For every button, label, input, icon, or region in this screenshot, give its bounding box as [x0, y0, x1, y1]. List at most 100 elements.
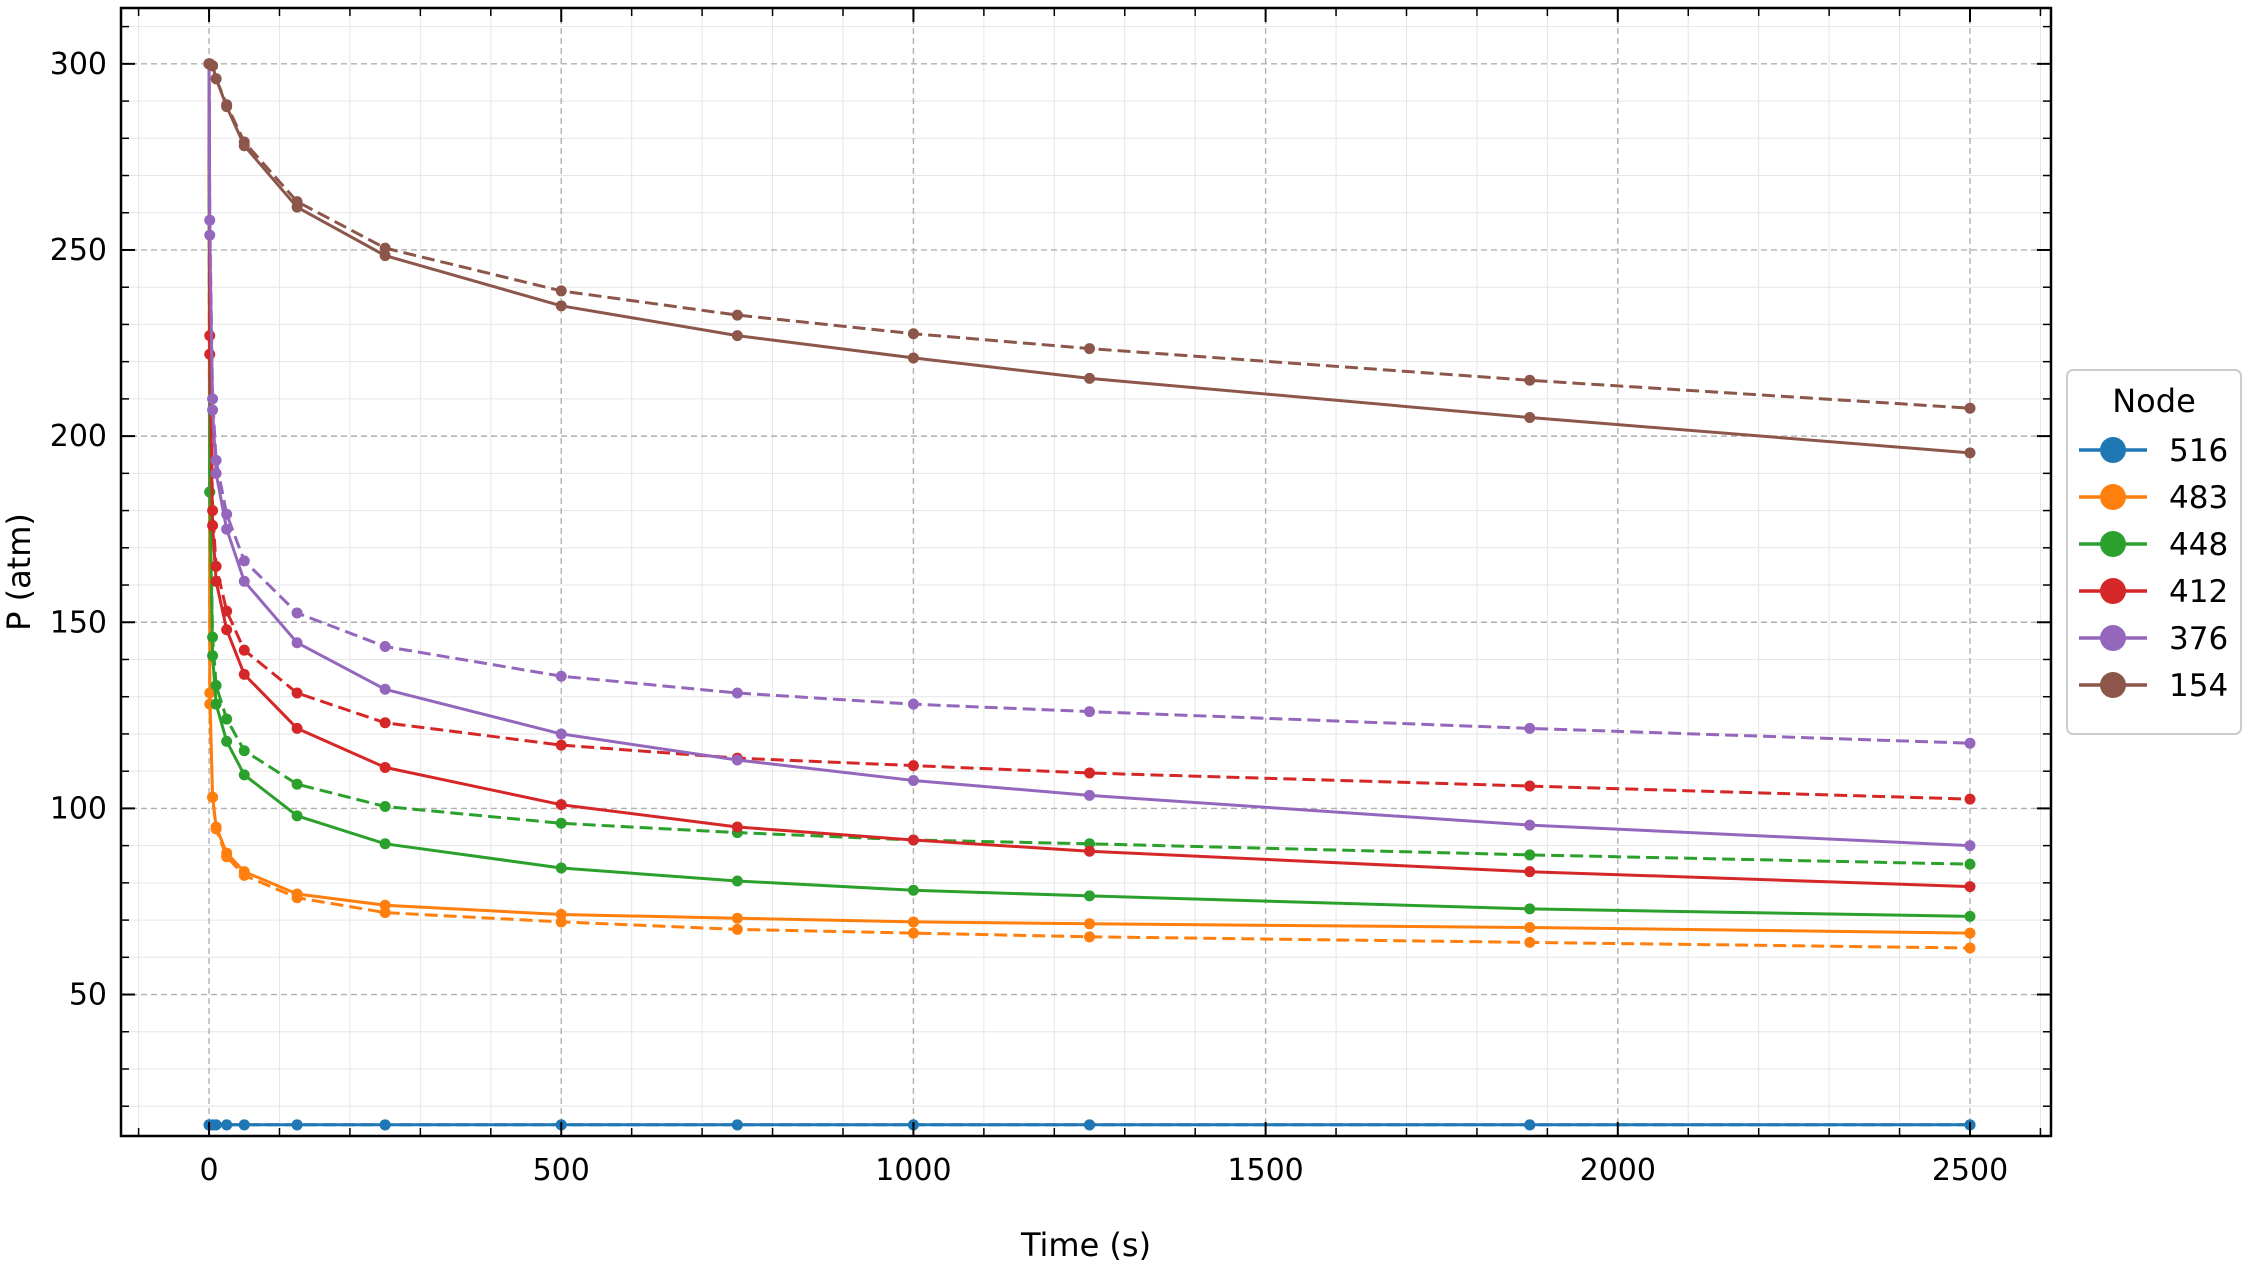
- legend-label: 154: [2169, 668, 2228, 704]
- x-tick-label: 500: [533, 1153, 590, 1188]
- series-line: [207, 63, 1971, 801]
- legend-item: 483: [2079, 480, 2228, 516]
- data-point: [221, 99, 233, 111]
- series-line: [207, 63, 1971, 889]
- data-point: [1524, 412, 1536, 424]
- legend: Node 516 483 448 412 376 154: [2066, 369, 2242, 735]
- data-point: [291, 637, 303, 649]
- series-line: [207, 63, 1971, 935]
- series-group: [203, 58, 1976, 1131]
- grid: [121, 8, 2051, 1136]
- data-point: [379, 801, 391, 813]
- data-point: [555, 300, 567, 312]
- series-line: [207, 63, 1971, 950]
- series-412-solid: [203, 58, 1976, 893]
- data-point: [221, 624, 233, 636]
- legend-marker: [2100, 625, 2126, 651]
- data-point: [731, 309, 743, 321]
- data-point: [221, 851, 233, 863]
- y-tick-label: 300: [50, 47, 107, 82]
- data-point: [221, 713, 233, 725]
- x-tick-label: 1000: [875, 1153, 951, 1188]
- legend-marker: [2100, 578, 2126, 604]
- legend-label: 376: [2169, 621, 2228, 657]
- data-point: [238, 555, 250, 567]
- series-dashed-dashed: [203, 58, 1976, 870]
- data-point: [555, 728, 567, 740]
- data-point: [207, 393, 219, 405]
- data-point: [731, 821, 743, 833]
- axis-ticks: [121, 8, 2051, 1136]
- data-point: [1084, 1119, 1096, 1131]
- data-point: [291, 1119, 303, 1131]
- data-point: [210, 1119, 222, 1131]
- data-point: [555, 916, 567, 928]
- y-tick-label: 50: [69, 978, 107, 1013]
- data-point: [731, 875, 743, 887]
- series-line: [207, 63, 1971, 866]
- data-point: [207, 631, 219, 643]
- data-point: [555, 285, 567, 297]
- y-tick-labels: 50 100 150 200 250 300: [50, 47, 107, 1013]
- data-point: [204, 330, 216, 342]
- data-point: [221, 735, 233, 747]
- data-point: [238, 575, 250, 587]
- data-point: [291, 687, 303, 699]
- data-point: [907, 698, 919, 710]
- legend-items: 516 483 448 412 376 154: [2079, 433, 2228, 704]
- x-tick-label: 1500: [1227, 1153, 1303, 1188]
- data-point: [907, 834, 919, 846]
- data-point: [907, 328, 919, 340]
- data-point: [1524, 780, 1536, 792]
- data-point: [1964, 881, 1976, 893]
- data-point: [1524, 819, 1536, 831]
- series-line: [207, 63, 1971, 745]
- x-tick-label: 0: [200, 1153, 219, 1188]
- data-point: [1084, 789, 1096, 801]
- legend-label: 412: [2169, 574, 2228, 610]
- data-point: [1524, 866, 1536, 878]
- data-point: [731, 1119, 743, 1131]
- data-point: [907, 884, 919, 896]
- data-point: [221, 605, 233, 617]
- series-dashed-dashed: [203, 58, 1976, 954]
- data-point: [731, 923, 743, 935]
- data-point: [1524, 1119, 1536, 1131]
- data-point: [907, 774, 919, 786]
- data-point: [238, 769, 250, 781]
- data-point: [1084, 918, 1096, 930]
- legend-marker: [2100, 437, 2126, 463]
- data-point: [207, 505, 219, 517]
- x-tick-labels: 0 500 1000 1500 2000 2500: [200, 1153, 2009, 1188]
- data-point: [291, 722, 303, 734]
- data-point: [1964, 927, 1976, 939]
- data-point: [907, 927, 919, 939]
- data-point: [221, 1119, 233, 1131]
- data-point: [1524, 903, 1536, 915]
- x-tick-label: 2000: [1580, 1153, 1656, 1188]
- data-point: [210, 73, 222, 85]
- series-483-solid: [203, 58, 1976, 939]
- legend-marker: [2100, 531, 2126, 557]
- data-point: [731, 754, 743, 766]
- data-point: [1964, 942, 1976, 954]
- plot-frame: [119, 6, 2053, 1138]
- legend-item: 412: [2079, 574, 2228, 610]
- data-point: [1084, 343, 1096, 355]
- series-line: [207, 63, 1971, 848]
- y-tick-label: 250: [50, 233, 107, 268]
- data-point: [379, 640, 391, 652]
- data-point: [210, 560, 222, 572]
- data-point: [210, 680, 222, 692]
- data-point: [1964, 737, 1976, 749]
- y-tick-label: 200: [50, 419, 107, 454]
- data-point: [1964, 840, 1976, 852]
- data-point: [238, 745, 250, 757]
- data-point: [379, 717, 391, 729]
- data-point: [907, 760, 919, 772]
- data-point: [555, 670, 567, 682]
- data-point: [379, 1119, 391, 1131]
- legend-label: 483: [2169, 480, 2228, 516]
- data-point: [907, 916, 919, 928]
